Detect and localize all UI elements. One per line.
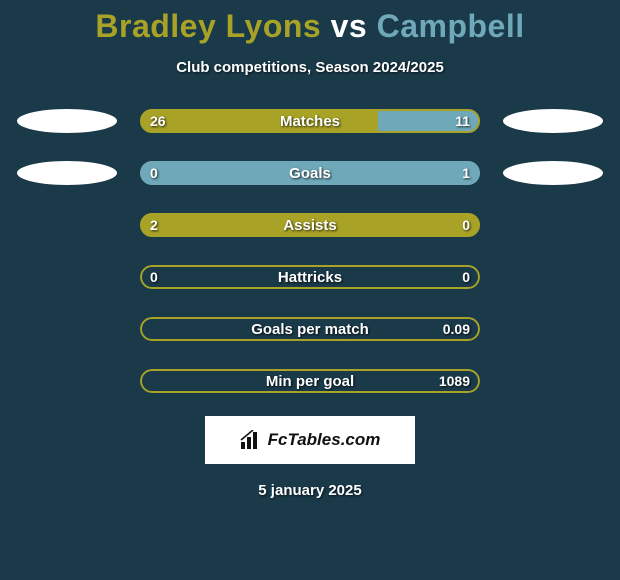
player1-avatar [17,161,117,185]
stat-value-player2: 11 [445,109,480,133]
stat-row: Matches26 11 [0,106,620,136]
avatar-slot-left [12,262,122,292]
avatar-slot-right [498,210,608,240]
stat-bar: Goals per match0.09 [140,317,480,341]
stat-value-player1: 0 [140,161,168,185]
avatar-slot-left [12,314,122,344]
stat-label: Matches [140,109,480,133]
stat-row: Assists2 0 [0,210,620,240]
avatar-slot-right [498,314,608,344]
stat-label: Assists [140,213,480,237]
stat-bar: Min per goal1089 [140,369,480,393]
avatar-slot-left [12,158,122,188]
stat-value-player1: 2 [140,213,168,237]
stat-rows: Matches2611Goals01Assists20Hattricks00Go… [0,106,620,396]
comparison-infographic: Bradley Lyons vs Campbell Club competiti… [0,0,620,499]
stat-label: Hattricks [140,265,480,289]
stat-value-player2: 1089 [429,369,480,393]
avatar-slot-right [498,366,608,396]
page-title: Bradley Lyons vs Campbell [95,8,524,45]
stat-row: Min per goal1089 [0,366,620,396]
player2-avatar [503,161,603,185]
player1-avatar [17,109,117,133]
title-player2: Campbell [377,8,525,44]
stat-bar: Matches26 11 [140,109,480,133]
title-vs: vs [331,8,368,44]
stat-value-player2: 0 [452,265,480,289]
bar-chart-icon [240,430,262,450]
stat-row: Goals0 1 [0,158,620,188]
avatar-slot-left [12,366,122,396]
stat-label: Goals per match [140,317,480,341]
stat-bar: Assists2 0 [140,213,480,237]
source-badge[interactable]: FcTables.com [205,416,415,464]
subtitle: Club competitions, Season 2024/2025 [176,59,444,76]
avatar-slot-left [12,210,122,240]
avatar-slot-right [498,158,608,188]
avatar-slot-right [498,106,608,136]
stat-row: Goals per match0.09 [0,314,620,344]
stat-value-player2: 0 [452,213,480,237]
source-badge-text: FcTables.com [268,430,381,450]
player2-avatar [503,109,603,133]
avatar-slot-left [12,106,122,136]
avatar-slot-right [498,262,608,292]
stat-value-player2: 1 [452,161,480,185]
stat-bar: Goals0 1 [140,161,480,185]
stat-bar: Hattricks0 0 [140,265,480,289]
title-player1: Bradley Lyons [95,8,321,44]
stat-row: Hattricks0 0 [0,262,620,292]
stat-value-player1: 0 [140,265,168,289]
stat-value-player1: 26 [140,109,176,133]
date-text: 5 january 2025 [258,482,361,499]
stat-value-player2: 0.09 [433,317,480,341]
stat-label: Goals [140,161,480,185]
